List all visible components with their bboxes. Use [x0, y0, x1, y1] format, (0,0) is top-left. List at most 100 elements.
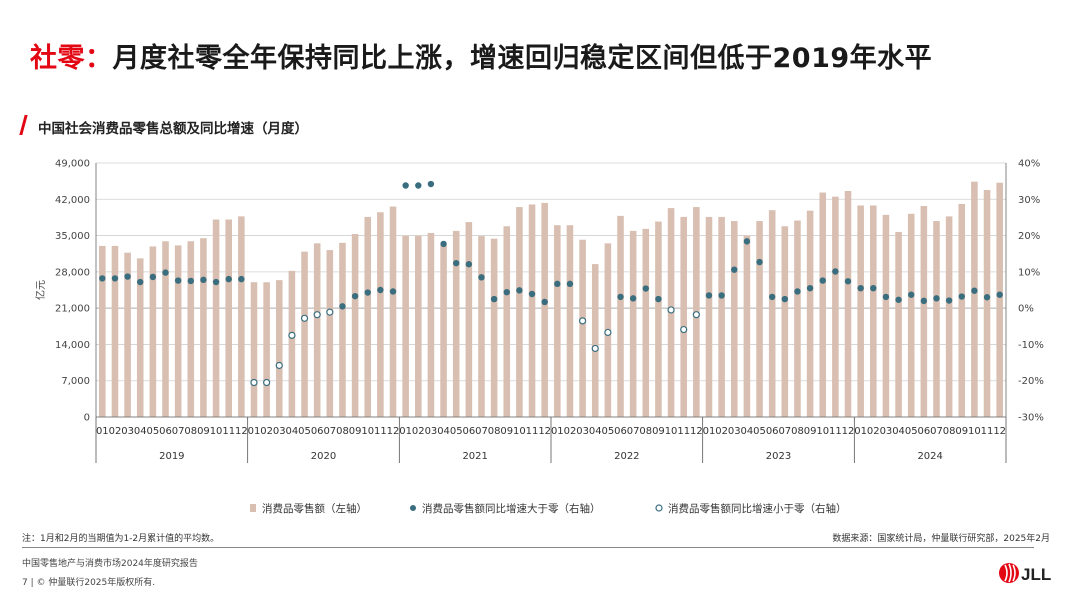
bar [377, 212, 384, 417]
data-source: 数据来源：国家统计局，仲量联行研究部，2025年2月 [832, 534, 1050, 544]
y-tick-label: 14,000 [55, 340, 90, 351]
bar [996, 182, 1003, 417]
x-tick-label: 06 [614, 426, 627, 437]
x-tick-label: 01 [96, 426, 109, 437]
dot-positive [200, 276, 207, 284]
dot-positive [137, 278, 144, 286]
bar [983, 189, 991, 417]
jll-logo: JLL [999, 563, 1051, 584]
y-tick-label: 49,000 [55, 159, 90, 170]
dot-negative [326, 308, 334, 316]
bar [933, 221, 940, 417]
bar [629, 230, 637, 417]
dot-positive [541, 298, 548, 306]
year-label: 2021 [462, 451, 487, 462]
bar [389, 206, 397, 417]
chart-subtitle: 中国社会消费品零售总额及同比增速（月度） [38, 121, 308, 137]
bar-series [99, 181, 1003, 417]
year-label: 2020 [311, 451, 336, 462]
x-tick-label: 04 [437, 426, 450, 437]
bar [806, 210, 814, 417]
x-tick-label: 07 [930, 426, 943, 437]
bar [452, 230, 460, 417]
chart-axes: 0 7,000 14,000 21,000 28,000 35,000 42,000 49,0… [34, 159, 1044, 463]
dot-positive [238, 275, 245, 283]
bar [402, 235, 409, 417]
dot-positive [794, 288, 801, 295]
x-tick-label: 03 [273, 426, 286, 437]
year-label: 2019 [159, 451, 184, 462]
x-tick-label: 02 [412, 426, 425, 437]
legend-swatch-dot-filled [410, 505, 416, 511]
y2-tick-label: 30% [1018, 195, 1040, 206]
bar [857, 205, 864, 417]
dot-positive [908, 291, 915, 298]
x-tick-label: 03 [425, 426, 438, 437]
y2-tick-label: 20% [1018, 231, 1040, 242]
bar [200, 238, 207, 417]
bar [705, 216, 713, 417]
dot-positive [174, 277, 182, 284]
x-tick-label: 08 [336, 426, 349, 437]
dot-positive [162, 269, 169, 276]
dot-negative [313, 311, 321, 319]
x-tick-label: 11 [829, 426, 842, 437]
bar [832, 196, 839, 417]
x-tick-label: 06 [766, 426, 779, 437]
bar [844, 190, 852, 417]
x-tick-label: 02 [564, 426, 577, 437]
y-tick-label: 42,000 [55, 195, 90, 206]
dot-positive [377, 286, 384, 294]
copyright-text: 7 | © 仲量联行2025年版权所有. [22, 578, 156, 588]
x-tick-label: 07 [172, 426, 185, 437]
bar [718, 216, 725, 417]
x-tick-label: 11 [981, 426, 994, 437]
dot-positive [503, 288, 510, 296]
x-tick-label: 05 [298, 426, 311, 437]
bar [541, 202, 548, 417]
dot-negative [692, 311, 700, 319]
footer-divider [22, 547, 1034, 548]
dot-negative [604, 328, 612, 337]
bar [743, 235, 751, 417]
dot-positive [351, 292, 359, 300]
dot-positive [983, 294, 991, 301]
x-tick-label: 11 [374, 426, 387, 437]
x-tick-label: 11 [222, 426, 235, 437]
x-tick-label: 09 [804, 426, 817, 437]
x-tick-label: 01 [399, 426, 412, 437]
bar [238, 216, 245, 417]
x-tick-label: 04 [589, 426, 602, 437]
bar [339, 242, 346, 417]
bar [187, 241, 195, 417]
x-tick-label: 05 [602, 426, 615, 437]
dot-positive [99, 275, 106, 282]
dot-positive [124, 273, 131, 280]
dot-positive [187, 277, 194, 285]
dot-negative [275, 361, 283, 370]
bar [313, 243, 321, 417]
x-tick-label: 01 [703, 426, 716, 437]
bar [907, 213, 915, 417]
footnote: 注：1月和2月的当期值为1-2月累计值的平均数。 [22, 534, 220, 544]
chart-grid [96, 162, 1006, 418]
x-tick-label: 10 [816, 426, 829, 437]
x-tick-label: 12 [538, 426, 551, 437]
y2-tick-label: -30% [1018, 413, 1044, 424]
bar [250, 282, 258, 417]
dot-positive [895, 296, 902, 303]
x-tick-label: 08 [943, 426, 956, 437]
y2-tick-label: 10% [1018, 267, 1040, 278]
dot-positive [832, 268, 839, 275]
bar [225, 219, 232, 417]
x-tick-label: 12 [993, 426, 1006, 437]
bar [111, 245, 119, 417]
y2-tick-label: 40% [1018, 159, 1040, 170]
x-tick-label: 09 [500, 426, 513, 437]
x-tick-label: 05 [753, 426, 766, 437]
bar [490, 238, 498, 417]
dot-positive [402, 182, 409, 189]
dot-positive [453, 259, 460, 267]
dot-positive [933, 295, 940, 302]
dot-positive [844, 278, 852, 285]
